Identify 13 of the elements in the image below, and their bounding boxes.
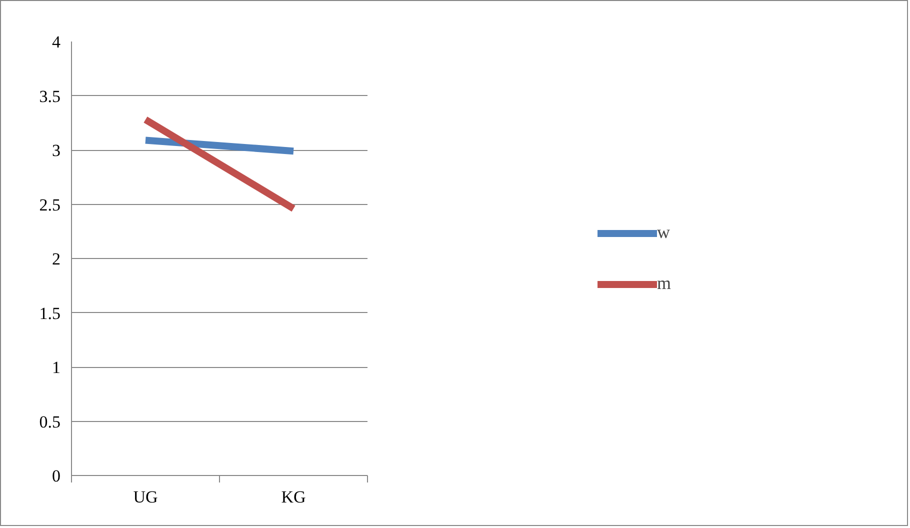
legend-label: w xyxy=(657,222,671,243)
y-tick-label: 1.5 xyxy=(39,304,60,323)
y-tick-label: 1 xyxy=(52,358,60,377)
x-tick-label: KG xyxy=(281,488,306,506)
y-tick-label: 2 xyxy=(52,250,60,268)
y-tick-label: 2.5 xyxy=(39,195,60,214)
y-tick-label: 0 xyxy=(52,466,60,486)
y-tick-label: 4 xyxy=(52,32,61,52)
x-tick-label: UG xyxy=(133,488,158,506)
y-tick-label: 3 xyxy=(52,141,60,160)
y-tick-label: 0.5 xyxy=(39,412,60,432)
legend-label: m xyxy=(657,273,672,294)
y-tick-label: 3.5 xyxy=(39,86,60,106)
